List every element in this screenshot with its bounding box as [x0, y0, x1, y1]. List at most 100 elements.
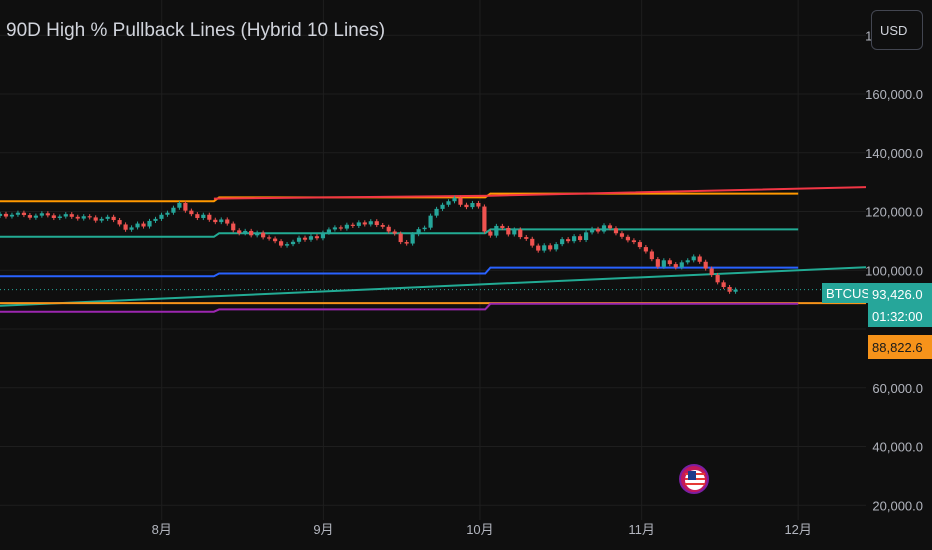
candle-body — [691, 256, 696, 261]
candle-body — [320, 232, 326, 239]
candle-body — [649, 251, 654, 260]
price-axis: 180,000.0160,000.0140,000.0120,000.0100,… — [865, 28, 923, 513]
candle-body — [93, 217, 98, 221]
candle-body — [685, 260, 690, 263]
pullback-line — [213, 186, 867, 200]
candle-body — [147, 220, 152, 227]
candle-body — [165, 212, 170, 215]
candle-body — [123, 224, 128, 230]
candle-body — [524, 237, 529, 239]
candle-body — [476, 203, 481, 207]
candle-body — [428, 215, 433, 228]
candle-body — [709, 268, 714, 275]
candle-body — [326, 229, 332, 233]
candle-body — [75, 216, 80, 219]
candle-body — [344, 224, 349, 229]
candle-body — [57, 216, 62, 218]
candle-body — [33, 215, 38, 218]
currency-button[interactable]: USD — [871, 10, 923, 50]
candle-body — [619, 233, 625, 237]
candle-body — [446, 201, 451, 205]
candle-body — [536, 245, 541, 251]
candle-body — [183, 203, 188, 211]
candle-body — [225, 219, 230, 224]
candle-body — [643, 247, 648, 252]
candle-body — [589, 228, 595, 233]
candle-body — [548, 245, 553, 250]
candle-body — [542, 245, 547, 251]
candle-body — [560, 239, 565, 245]
candle-body — [117, 220, 122, 225]
candle-body — [458, 197, 463, 205]
candle-body — [189, 210, 194, 215]
candle-body — [249, 230, 254, 236]
candle-body — [129, 227, 134, 230]
candle-body — [386, 226, 391, 232]
candle-body — [207, 214, 212, 220]
y-tick-label: 100,000.0 — [865, 263, 923, 278]
candle-body — [81, 216, 86, 219]
indicator-title: 90D High % Pullback Lines (Hybrid 10 Lin… — [6, 20, 386, 41]
candle-body — [135, 223, 140, 228]
candle-body — [733, 289, 738, 292]
candle-body — [572, 236, 577, 242]
candle-body — [69, 214, 74, 217]
candle-body — [500, 225, 505, 228]
candle-body — [195, 214, 200, 218]
candle-body — [111, 216, 116, 221]
candle-body — [673, 264, 678, 268]
pullback-line — [0, 302, 799, 313]
candle-body — [398, 233, 403, 243]
y-tick-label: 40,000.0 — [872, 440, 923, 455]
candle-body — [655, 259, 660, 267]
candle-body — [237, 230, 242, 234]
pullback-lines — [0, 186, 867, 313]
y-tick-label: 20,000.0 — [872, 498, 923, 513]
candle-body — [153, 218, 158, 221]
candle-body — [63, 214, 68, 217]
candle-body — [703, 261, 708, 269]
candle-body — [356, 222, 361, 226]
x-tick-label: 8月 — [152, 522, 172, 537]
candle-body — [338, 227, 343, 229]
y-tick-label: 140,000.0 — [865, 146, 923, 161]
candle-body — [470, 203, 475, 208]
candle-body — [452, 197, 457, 202]
candle-body — [9, 214, 15, 217]
level-price-label: 88,822.6 — [868, 335, 932, 359]
candle-body — [727, 287, 732, 292]
candle-body — [350, 224, 355, 226]
candle-body — [518, 229, 523, 238]
candle-body — [416, 229, 421, 235]
candle-body — [380, 225, 385, 227]
candle-body — [15, 212, 21, 215]
candle-body — [278, 241, 284, 246]
candle-body — [87, 216, 92, 218]
candle-body — [577, 236, 583, 241]
candle-body — [302, 237, 308, 240]
candle-body — [715, 274, 720, 283]
us-flag-icon[interactable] — [679, 464, 709, 494]
candle-body — [625, 236, 631, 241]
y-tick-label: 160,000.0 — [865, 87, 923, 102]
candle-body — [464, 204, 469, 208]
candle-body — [99, 218, 104, 221]
x-tick-label: 12月 — [784, 522, 811, 537]
candle-body — [308, 236, 314, 240]
y-tick-label: 60,000.0 — [872, 381, 923, 396]
x-tick-label: 9月 — [313, 522, 333, 537]
candle-body — [721, 282, 726, 288]
candle-body — [404, 242, 409, 244]
candle-body — [530, 238, 535, 246]
candle-body — [290, 241, 296, 245]
candle-body — [141, 223, 146, 227]
candle-body — [45, 213, 50, 216]
candle-body — [434, 208, 439, 216]
candle-body — [661, 260, 666, 267]
candle-body — [3, 213, 9, 217]
candle-body — [374, 221, 379, 226]
candle-body — [595, 228, 601, 232]
candle-body — [261, 232, 266, 238]
candle-body — [296, 237, 302, 242]
